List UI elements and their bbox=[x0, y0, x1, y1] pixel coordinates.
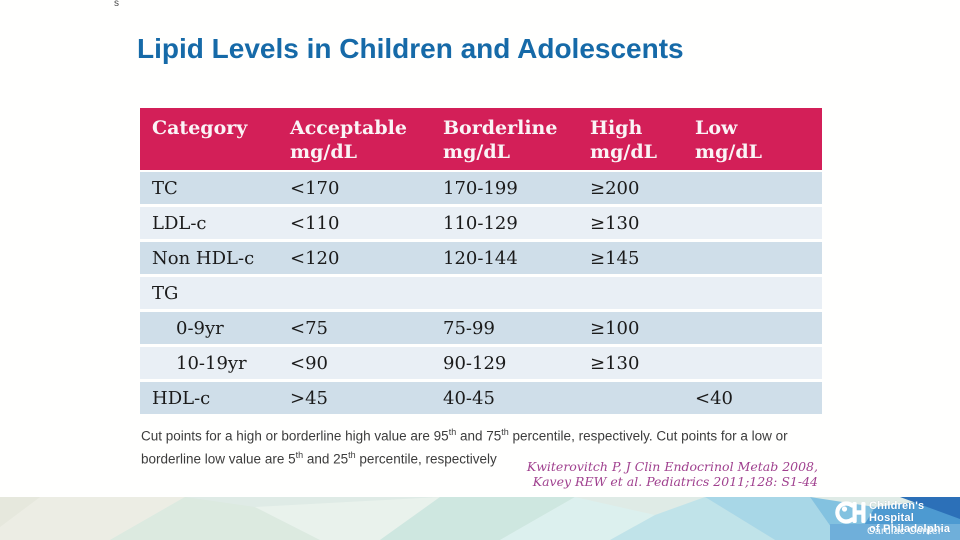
header-line: Borderline bbox=[443, 117, 558, 139]
table-row-tc: TC <170 170-199 ≥200 bbox=[140, 172, 822, 204]
citation-line: Kwiterovitch P, J Clin Endocrinol Metab … bbox=[526, 459, 818, 474]
column-header-borderline: Borderline mg/dL bbox=[443, 108, 590, 170]
table-row-tg-0-9: 0-9yr <75 75-99 ≥100 bbox=[140, 312, 822, 344]
lipid-levels-table: Category Acceptable mg/dL Borderline mg/… bbox=[140, 108, 822, 417]
footnote-text: Cut points for a high or borderline high… bbox=[141, 423, 823, 468]
cell-borderline: 170-199 bbox=[443, 177, 518, 199]
cell-low: <40 bbox=[695, 387, 733, 409]
footnote-superscript: th bbox=[448, 427, 457, 437]
header-line: Low bbox=[695, 117, 738, 139]
cell-category: 0-9yr bbox=[176, 317, 224, 339]
cell-high: ≥200 bbox=[590, 177, 640, 199]
cell-category: HDL-c bbox=[152, 387, 211, 409]
header-line: High bbox=[590, 117, 643, 139]
footnote-segment: percentile, respectively. Cut points for… bbox=[141, 428, 788, 467]
chop-logo-mark-icon bbox=[832, 499, 866, 531]
cell-acceptable: <90 bbox=[290, 352, 328, 374]
footnote-superscript: th bbox=[501, 427, 509, 437]
table-row-tg-section: TG bbox=[140, 277, 822, 309]
cell-borderline: 120-144 bbox=[443, 247, 518, 269]
table-row-non-hdl: Non HDL-c <120 120-144 ≥145 bbox=[140, 242, 822, 274]
logo-line: Children's Hospital bbox=[869, 500, 925, 524]
cell-category: TG bbox=[152, 282, 179, 304]
cell-borderline: 90-129 bbox=[443, 352, 507, 374]
cell-acceptable: >45 bbox=[290, 387, 328, 409]
cell-acceptable: <170 bbox=[290, 177, 340, 199]
bottom-mosaic-band bbox=[0, 497, 960, 540]
cell-high: ≥100 bbox=[590, 317, 640, 339]
footnote-segment: percentile, respectively bbox=[355, 451, 497, 466]
table-row-hdl: HDL-c >45 40-45 <40 bbox=[140, 382, 822, 414]
cell-high: ≥130 bbox=[590, 352, 640, 374]
cell-borderline: 40-45 bbox=[443, 387, 495, 409]
footnote-superscript: th bbox=[295, 449, 304, 460]
cell-category: LDL-c bbox=[152, 212, 207, 234]
table-row-tg-10-19: 10-19yr <90 90-129 ≥130 bbox=[140, 347, 822, 379]
header-line: mg/dL bbox=[695, 141, 762, 163]
header-line: mg/dL bbox=[443, 141, 510, 163]
logo-line: of Philadelphia bbox=[869, 523, 951, 535]
page-title: Lipid Levels in Children and Adolescents bbox=[137, 33, 684, 64]
header-line: Acceptable bbox=[290, 117, 407, 139]
chop-logo-text: Children's Hospital of Philadelphia bbox=[869, 499, 960, 536]
cell-category: 10-19yr bbox=[176, 352, 247, 374]
cell-borderline: 110-129 bbox=[443, 212, 518, 234]
header-line: mg/dL bbox=[290, 141, 357, 163]
column-header-low: Low mg/dL bbox=[695, 108, 822, 170]
header-line: Category bbox=[152, 117, 248, 139]
cell-borderline: 75-99 bbox=[443, 317, 495, 339]
column-header-high: High mg/dL bbox=[590, 108, 695, 170]
cell-high: ≥145 bbox=[590, 247, 640, 269]
stray-artifact-text: s bbox=[114, 0, 119, 9]
cardiac-center-label: Cardiac Center bbox=[867, 525, 942, 537]
footnote-segment: Cut points for a high or borderline high… bbox=[141, 428, 449, 444]
cell-category: TC bbox=[152, 177, 178, 199]
table-header-row: Category Acceptable mg/dL Borderline mg/… bbox=[140, 108, 822, 170]
cell-acceptable: <110 bbox=[290, 212, 340, 234]
footnote-superscript: th bbox=[348, 449, 356, 460]
citation-line: Kavey REW et al. Pediatrics 2011;128: S1… bbox=[532, 474, 818, 489]
citation-references: Kwiterovitch P, J Clin Endocrinol Metab … bbox=[140, 459, 818, 489]
table-row-ldl: LDL-c <110 110-129 ≥130 bbox=[140, 207, 822, 239]
footnote-segment: and 25 bbox=[303, 451, 349, 466]
column-header-category: Category bbox=[140, 108, 290, 170]
footnote-segment: and 75 bbox=[456, 428, 502, 444]
cell-acceptable: <75 bbox=[290, 317, 328, 339]
chop-logo: Children's Hospital of Philadelphia bbox=[832, 499, 960, 536]
header-line: mg/dL bbox=[590, 141, 657, 163]
cell-acceptable: <120 bbox=[290, 247, 340, 269]
cell-category: Non HDL-c bbox=[152, 247, 255, 269]
column-header-acceptable: Acceptable mg/dL bbox=[290, 108, 443, 170]
cell-high: ≥130 bbox=[590, 212, 640, 234]
